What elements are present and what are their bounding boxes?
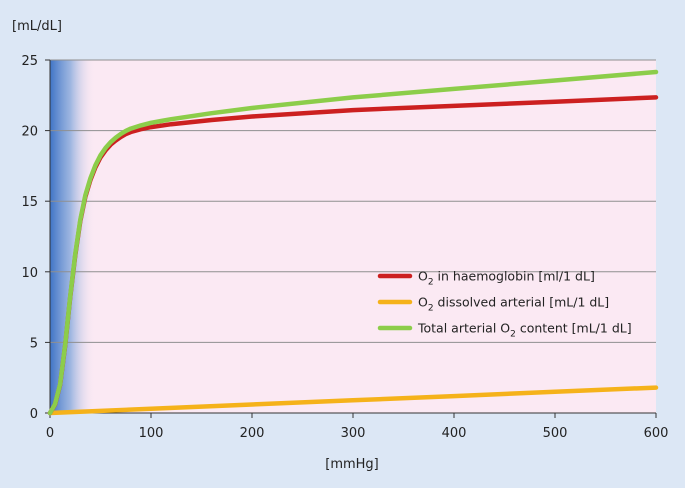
y-tick-label-4: 20 <box>21 125 38 140</box>
legend: O2 in haemoglobin [ml/1 dL] O2 dissolved … <box>377 269 632 340</box>
x-tick-label-4: 400 <box>442 426 467 441</box>
y-tick-label-3: 15 <box>21 195 38 210</box>
y-tick-label-0: 0 <box>30 407 38 422</box>
plot-area: 0 5 10 15 20 25 0 100 200 300 400 500 600 <box>21 54 668 441</box>
series-line-1 <box>47 385 659 416</box>
x-tick-label-2: 200 <box>240 426 265 441</box>
x-tick-label-5: 500 <box>543 426 568 441</box>
legend-label-0: O2 in haemoglobin [ml/1 dL] <box>418 269 595 288</box>
x-axis-title: [mmHg] <box>325 457 379 472</box>
x-tick-label-3: 300 <box>341 426 366 441</box>
y-tick-label-2: 10 <box>21 266 38 281</box>
x-tick-label-0: 0 <box>46 426 54 441</box>
legend-label-1: O2 dissolved arterial [mL/1 dL] <box>418 295 609 314</box>
y-tick-label-1: 5 <box>30 336 38 351</box>
x-tick-label-6: 600 <box>644 426 669 441</box>
series-line-2 <box>47 69 659 416</box>
y-axis-title: [mL/dL] <box>12 19 62 34</box>
shaded-region <box>50 60 96 413</box>
y-tick-label-5: 25 <box>21 54 38 69</box>
legend-label-2: Total arterial O2 content [mL/1 dL] <box>417 321 632 340</box>
plot-background <box>50 60 656 413</box>
x-tick-label-1: 100 <box>139 426 164 441</box>
